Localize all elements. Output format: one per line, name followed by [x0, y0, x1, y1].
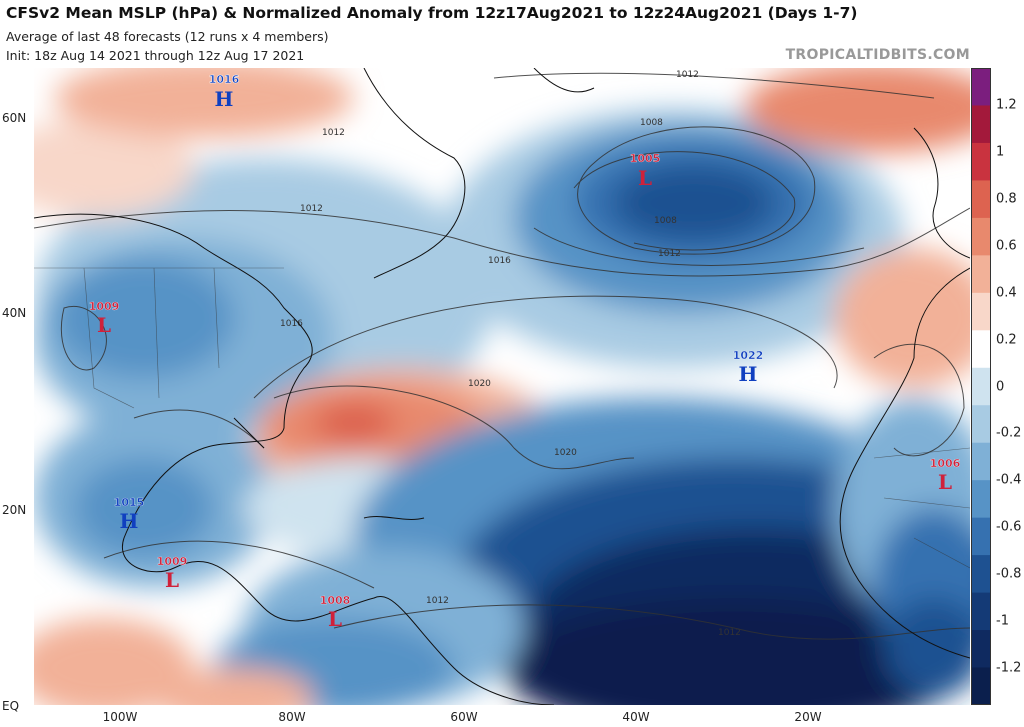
low-pressure-center: 1005 L	[630, 152, 661, 190]
anomaly-map: 1012 1008 1008 1012 1012 1016 1016 1020 …	[34, 68, 970, 705]
chart-subtitle-init: Init: 18z Aug 14 2021 through 12z Aug 17…	[6, 48, 305, 63]
colorbar-segment	[971, 68, 991, 106]
colorbar-frame	[971, 68, 991, 705]
colorbar-tick-label: 1.2	[996, 97, 1017, 113]
lon-label: 40W	[622, 710, 650, 724]
borders	[34, 267, 970, 569]
svg-text:1022: 1022	[733, 349, 764, 362]
colorbar-tick-label: -0.4	[996, 472, 1022, 488]
isobar-label: 1016	[280, 319, 303, 329]
isobar-label: 1020	[468, 379, 491, 389]
colorbar-tick-label: -0.6	[996, 519, 1022, 535]
svg-text:1008: 1008	[320, 594, 351, 607]
isobar-label: 1012	[426, 596, 449, 606]
svg-text:1006: 1006	[930, 457, 961, 470]
lat-label: 60N	[2, 111, 27, 125]
colorbar-segment	[971, 667, 991, 706]
colorbar-segment	[971, 292, 991, 331]
colorbar-segment	[971, 630, 991, 669]
colorbar	[971, 68, 991, 706]
svg-text:L: L	[638, 166, 652, 190]
colorbar-segment	[971, 330, 991, 369]
colorbar-tick-label: -0.2	[996, 425, 1022, 441]
colorbar-segment	[971, 555, 991, 594]
colorbar-tick-label: 0.6	[996, 238, 1017, 254]
low-pressure-center: 1009 L	[157, 555, 188, 592]
svg-text:L: L	[97, 313, 111, 337]
colorbar-segment	[971, 367, 991, 406]
lon-label: 100W	[102, 710, 138, 724]
lon-label: 80W	[278, 710, 306, 724]
colorbar-segment	[971, 405, 991, 444]
svg-text:L: L	[165, 568, 179, 592]
svg-text:H: H	[120, 509, 139, 533]
lon-label: 60W	[450, 710, 478, 724]
colorbar-tick-label: 0.8	[996, 191, 1017, 207]
colorbar-segment	[971, 217, 991, 256]
colorbar-segment	[971, 480, 991, 519]
isobar-label: 1008	[640, 118, 663, 128]
colorbar-segment	[971, 105, 991, 144]
colorbar-tick-label: -1.2	[996, 660, 1022, 676]
low-pressure-center: 1009 L	[89, 300, 120, 337]
pressure-centers: 1016 H 1005 L 1009 L 1022 H 1006 L 1015 …	[89, 73, 961, 631]
svg-text:H: H	[739, 362, 758, 386]
svg-text:L: L	[328, 607, 342, 631]
brand-watermark: TROPICALTIDBITS.COM	[785, 47, 970, 63]
lon-label: 20W	[794, 710, 822, 724]
colorbar-tick-label: -0.8	[996, 566, 1022, 582]
header: CFSv2 Mean MSLP (hPa) & Normalized Anoma…	[0, 0, 1024, 68]
svg-text:1009: 1009	[89, 300, 120, 313]
low-pressure-center: 1006 L	[930, 457, 961, 494]
svg-text:H: H	[215, 87, 234, 111]
colorbar-svg	[971, 68, 991, 706]
isobar-label: 1012	[322, 128, 345, 138]
colorbar-segment	[971, 442, 991, 481]
chart-title: CFSv2 Mean MSLP (hPa) & Normalized Anoma…	[6, 4, 858, 22]
colorbar-tick-label: 0.4	[996, 285, 1017, 301]
map-svg: 1012 1008 1008 1012 1012 1016 1016 1020 …	[34, 68, 970, 705]
colorbar-tick-label: -1	[996, 613, 1009, 629]
svg-text:1009: 1009	[157, 555, 188, 568]
colorbar-segment	[971, 592, 991, 631]
svg-text:1005: 1005	[630, 152, 661, 165]
isobar-label: 1020	[554, 448, 577, 458]
svg-text:1016: 1016	[209, 73, 240, 86]
isobar-label: 1012	[658, 249, 681, 259]
colorbar-tick-label: 1	[996, 144, 1005, 160]
colorbar-segment	[971, 180, 991, 219]
isobar-label: 1012	[676, 70, 699, 80]
colorbar-tick-label: 0.2	[996, 332, 1017, 348]
colorbar-segment	[971, 255, 991, 294]
high-pressure-center: 1016 H	[208, 73, 240, 111]
high-pressure-center: 1015 H	[114, 496, 145, 533]
isobar-label: 1016	[488, 256, 511, 266]
coastlines	[34, 68, 970, 705]
isobar-label: 1008	[654, 216, 677, 226]
lat-label: 20N	[2, 503, 27, 517]
isobar-labels: 1012 1008 1008 1012 1012 1016 1016 1020 …	[280, 70, 741, 638]
isobar-label: 1012	[718, 628, 741, 638]
colorbar-tick-label: 0	[996, 379, 1005, 394]
low-pressure-center: 1008 L	[320, 594, 351, 631]
high-pressure-center: 1022 H	[733, 349, 764, 386]
svg-text:L: L	[938, 470, 952, 494]
lat-label: EQ	[2, 699, 20, 713]
lat-label: 40N	[2, 306, 27, 320]
anomaly-shading	[34, 68, 970, 705]
colorbar-segment	[971, 517, 991, 556]
isobar-label: 1012	[300, 204, 323, 214]
svg-text:1015: 1015	[114, 496, 145, 509]
colorbar-segment	[971, 142, 991, 181]
chart-subtitle-average: Average of last 48 forecasts (12 runs x …	[6, 29, 329, 44]
isobars	[34, 72, 970, 640]
